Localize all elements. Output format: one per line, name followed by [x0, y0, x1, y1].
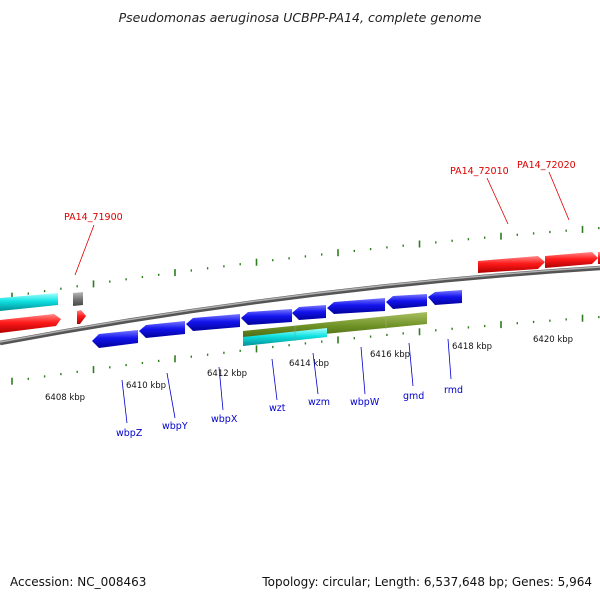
gene-grey-pa14-71900[interactable]	[73, 292, 83, 306]
gene-wbpW[interactable]	[327, 298, 385, 314]
gene-gmd[interactable]	[386, 294, 427, 309]
gene-red-left[interactable]	[0, 314, 61, 333]
gene-cyan-left[interactable]	[0, 293, 58, 311]
gene-pa14-72010[interactable]	[478, 256, 545, 273]
kbp-label: 6416 kbp	[370, 350, 410, 360]
forward-strand-genes	[0, 252, 600, 333]
upper-scale-ticks	[11, 225, 600, 300]
lower-scale-ticks	[11, 314, 600, 385]
gene-label-pa14-72020[interactable]: PA14_72020	[517, 160, 576, 171]
gene-cyan-overlay[interactable]	[243, 328, 327, 346]
gene-red-small[interactable]	[77, 310, 86, 324]
map-title: Pseudomonas aeruginosa UCBPP-PA14, compl…	[118, 10, 482, 25]
chromosome-backbone	[0, 265, 600, 346]
gene-pa14-72020[interactable]	[545, 252, 598, 268]
gene-wzt[interactable]	[241, 309, 292, 325]
kbp-label: 6418 kbp	[452, 342, 492, 352]
gene-wbpY[interactable]	[139, 321, 185, 338]
kbp-label: 6408 kbp	[45, 393, 85, 403]
gene-label-rmd[interactable]: rmd	[444, 385, 463, 396]
gene-wzm[interactable]	[292, 305, 326, 320]
gene-label-wzm[interactable]: wzm	[308, 397, 330, 408]
gene-label-pa14-71900[interactable]: PA14_71900	[64, 212, 123, 223]
gene-label-wbpY[interactable]: wbpY	[162, 421, 188, 432]
upper-gene-labels: PA14_71900 PA14_72010 PA14_72020	[64, 160, 576, 276]
gene-wbpZ[interactable]	[92, 330, 138, 348]
gene-rmd[interactable]	[428, 290, 462, 305]
gene-label-pa14-72010[interactable]: PA14_72010	[450, 166, 509, 177]
gene-label-wbpW[interactable]: wbpW	[350, 397, 380, 408]
kbp-label: 6412 kbp	[207, 369, 247, 379]
gene-label-wbpZ[interactable]: wbpZ	[116, 428, 143, 439]
lower-gene-labels: wbpZ wbpY wbpX wzt wzm wbpW gmd rmd	[116, 338, 463, 439]
gene-label-wbpX[interactable]: wbpX	[211, 414, 238, 425]
gene-label-wzt[interactable]: wzt	[269, 403, 286, 414]
accession-label: Accession: NC_008463	[10, 575, 147, 589]
kbp-label: 6414 kbp	[289, 359, 329, 369]
reverse-strand-genes	[92, 290, 462, 348]
kbp-label: 6420 kbp	[533, 335, 573, 345]
kbp-scale-labels: 6408 kbp 6410 kbp 6412 kbp 6414 kbp 6416…	[45, 335, 573, 403]
gene-wbpX[interactable]	[186, 314, 240, 331]
gene-label-gmd[interactable]: gmd	[403, 391, 424, 402]
genome-summary: Topology: circular; Length: 6,537,648 bp…	[262, 575, 592, 589]
kbp-label: 6410 kbp	[126, 381, 166, 391]
